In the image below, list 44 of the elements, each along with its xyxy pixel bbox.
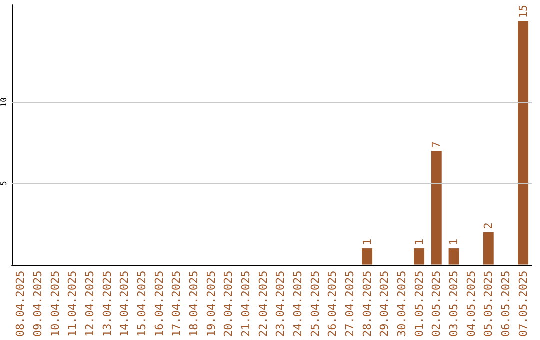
x-tick-label: 24.04.2025 [292, 270, 304, 338]
bar [414, 248, 425, 265]
data-label: 1 [448, 238, 460, 246]
x-tick-label: 20.04.2025 [222, 270, 236, 338]
x-tick-label: 09.04.2025 [32, 270, 44, 338]
x-tick-label: 23.04.2025 [274, 270, 288, 338]
x-tick-label: 04.05.2025 [464, 270, 478, 338]
data-label: 2 [482, 222, 496, 230]
y-tick-label: 10 [0, 97, 8, 108]
x-tick-label: 14.04.2025 [118, 270, 132, 338]
x-tick-label: 01.05.2025 [412, 270, 426, 338]
x-tick-label: 02.05.2025 [430, 270, 444, 338]
x-tick-label: 18.04.2025 [188, 270, 200, 338]
x-tick-label: 16.04.2025 [152, 270, 166, 338]
data-label: 1 [360, 238, 374, 246]
data-label: 15 [516, 4, 530, 18]
bar [483, 232, 494, 265]
x-tick-label: 28.04.2025 [360, 270, 374, 338]
data-label: 1 [412, 238, 426, 246]
bar [518, 21, 529, 265]
x-tick-label: 22.04.2025 [256, 270, 270, 338]
x-tick-label: 21.04.2025 [240, 270, 252, 338]
x-tick-label: 10.04.2025 [48, 270, 62, 338]
x-tick-label: 07.05.2025 [516, 270, 530, 338]
x-tick-label: 27.04.2025 [344, 270, 356, 338]
x-tick-label: 19.04.2025 [204, 270, 218, 338]
x-tick-label: 13.04.2025 [100, 270, 114, 338]
bar [362, 248, 373, 265]
bar [431, 151, 442, 265]
x-tick-label: 17.04.2025 [170, 270, 184, 338]
x-tick-label: 15.04.2025 [136, 270, 148, 338]
x-tick-label: 06.05.2025 [500, 270, 512, 338]
x-tick-label: 29.04.2025 [378, 270, 392, 338]
x-tick-label: 08.04.2025 [14, 270, 28, 338]
x-tick-label: 12.04.2025 [84, 270, 96, 338]
x-tick-label: 03.05.2025 [448, 270, 460, 338]
y-tick-label: 5 [0, 181, 8, 186]
bar [448, 248, 460, 265]
x-tick-label: 11.04.2025 [66, 270, 80, 338]
x-tick-label: 26.04.2025 [326, 270, 340, 338]
x-tick-label: 30.04.2025 [396, 270, 408, 338]
data-label: 7 [430, 142, 444, 148]
x-tick-label: 05.05.2025 [482, 270, 496, 338]
x-tick-label: 25.04.2025 [308, 270, 322, 338]
